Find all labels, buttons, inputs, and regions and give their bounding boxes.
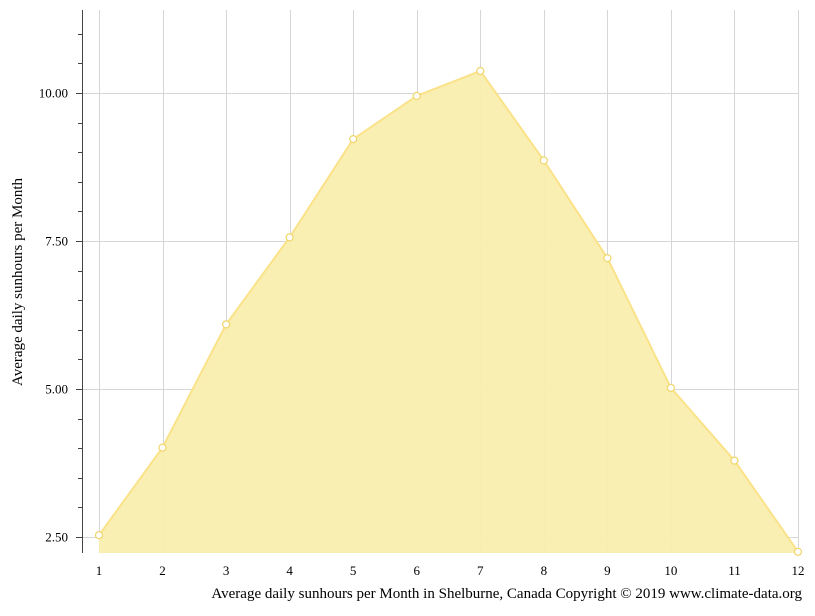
area-fill — [99, 71, 798, 553]
data-point-month-1 — [94, 531, 104, 540]
data-point-month-8 — [539, 156, 548, 165]
data-point-month-2 — [158, 443, 167, 452]
x-tick-label-12: 12 — [792, 563, 805, 578]
axes — [76, 10, 83, 553]
data-markers — [94, 66, 803, 556]
x-tick-label-10: 10 — [664, 563, 677, 578]
x-tick-label-2: 2 — [159, 563, 166, 578]
data-point-month-6 — [412, 91, 421, 101]
series-line — [98, 69, 799, 553]
data-point-month-3 — [222, 320, 231, 329]
x-tick-label-7: 7 — [477, 563, 484, 578]
x-axis-title: Average daily sunhours per Month in Shel… — [211, 586, 802, 602]
x-tick-label-8: 8 — [541, 563, 548, 578]
x-tick-label-11: 11 — [728, 563, 741, 578]
y-tick-label-2.50: 2.50 — [45, 530, 68, 545]
data-point-month-5 — [349, 135, 358, 144]
data-point-month-7 — [476, 66, 485, 76]
y-tick-label-7.50: 7.50 — [45, 233, 68, 248]
x-tick-label-5: 5 — [350, 563, 357, 578]
data-point-month-4 — [285, 233, 294, 242]
y-axis-title: Average daily sunhours per Month — [10, 178, 26, 387]
data-point-month-10 — [666, 383, 676, 392]
data-point-month-12 — [793, 547, 803, 556]
data-point-month-11 — [730, 456, 739, 465]
x-tick-label-1: 1 — [96, 563, 103, 578]
x-tick-label-3: 3 — [223, 563, 230, 578]
x-tick-label-9: 9 — [604, 563, 611, 578]
y-tick-label-5.00: 5.00 — [45, 381, 68, 396]
data-point-month-9 — [603, 254, 612, 263]
x-tick-label-6: 6 — [413, 563, 420, 578]
x-tick-label-4: 4 — [286, 563, 293, 578]
y-tick-label-10.00: 10.00 — [39, 85, 68, 100]
area-series — [98, 69, 799, 553]
